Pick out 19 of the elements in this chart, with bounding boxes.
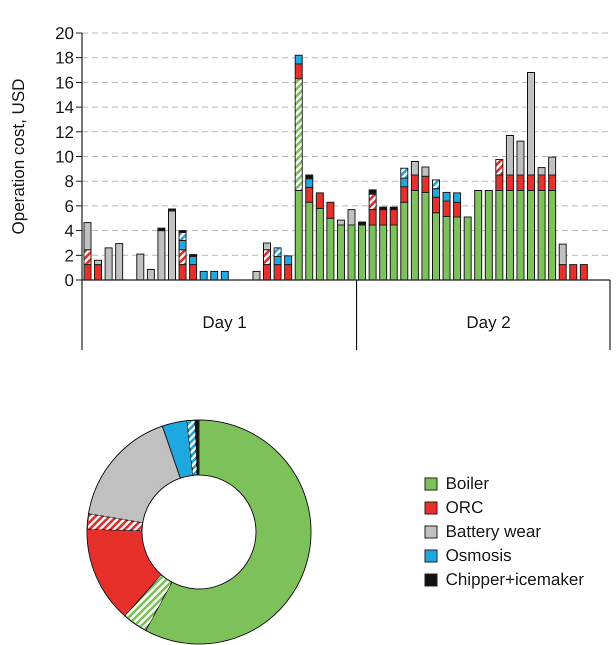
y-tick-label: 18 xyxy=(55,48,74,68)
legend-label: Chipper+icemaker xyxy=(446,570,584,590)
y-axis-title: Operation cost, USD xyxy=(9,78,28,234)
y-tick-label: 4 xyxy=(64,222,74,241)
x-tick-label: Day 1 xyxy=(202,313,247,332)
x-tick-label: Day 2 xyxy=(466,313,511,332)
legend-label: Osmosis xyxy=(446,546,512,566)
y-tick-label: 0 xyxy=(64,271,74,290)
y-tick-label: 14 xyxy=(55,98,74,118)
y-tick-label: 2 xyxy=(64,246,74,266)
y-tick-label: 12 xyxy=(55,122,74,142)
y-tick-label: 6 xyxy=(64,196,74,216)
y-tick-label: 20 xyxy=(55,24,74,44)
y-tick-label: 8 xyxy=(64,172,74,192)
y-tick-label: 10 xyxy=(55,148,74,167)
y-tick-label: 16 xyxy=(55,73,74,92)
legend-label: Boiler xyxy=(446,474,490,494)
legend-label: ORC xyxy=(446,498,484,518)
legend-label: Battery wear xyxy=(446,522,541,542)
